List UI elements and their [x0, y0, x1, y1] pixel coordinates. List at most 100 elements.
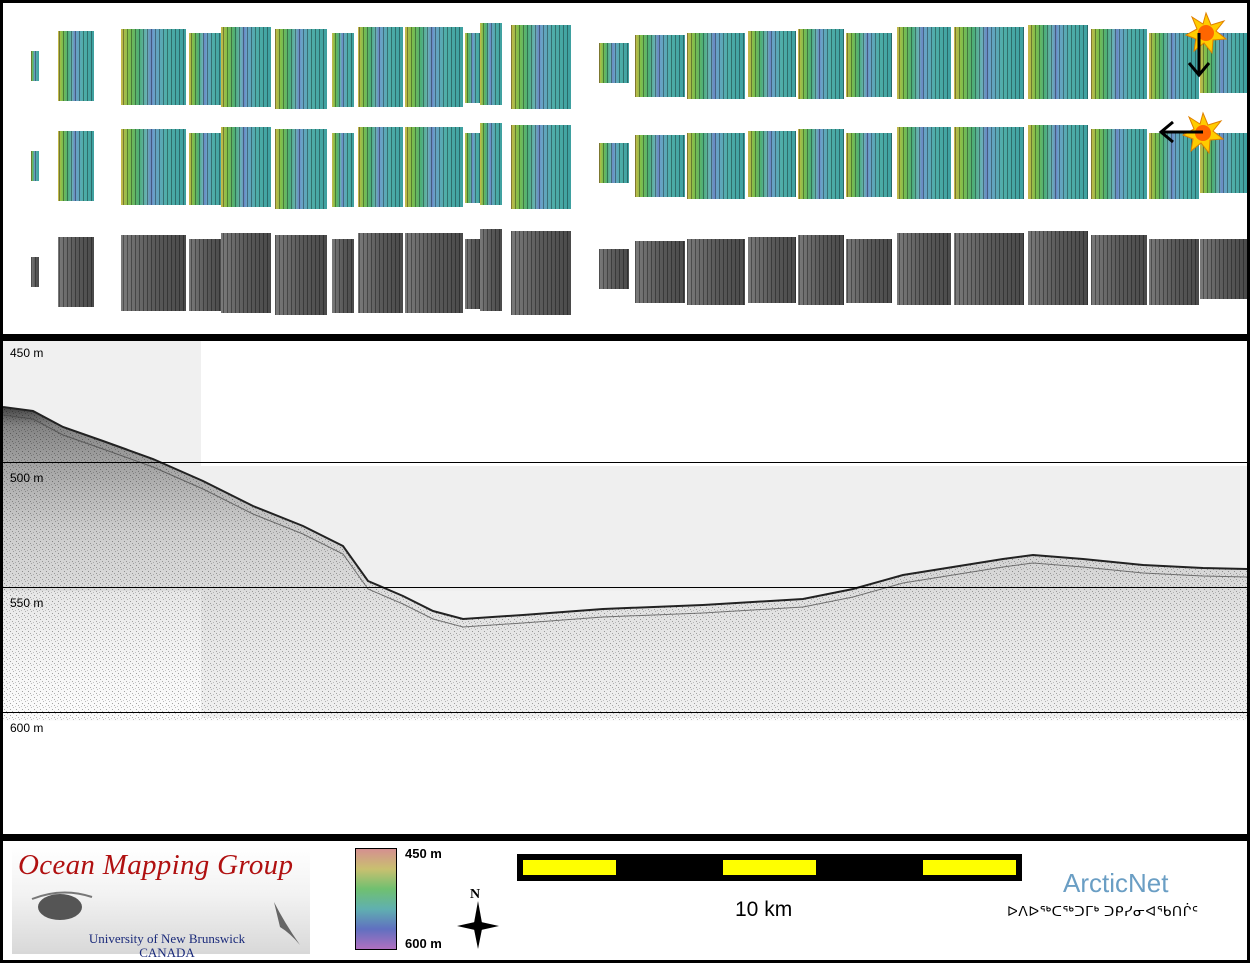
- swath-texture: [511, 125, 571, 209]
- swath-texture: [275, 29, 327, 109]
- swath-texture: [635, 35, 685, 97]
- swath-texture: [1200, 239, 1247, 299]
- swath-texture: [846, 133, 892, 197]
- colorbar-top-label: 450 m: [405, 846, 442, 861]
- mosaic-panel: [3, 3, 1247, 334]
- depth-gridline: [3, 462, 1247, 463]
- swath-texture: [465, 133, 481, 203]
- swath-texture: [58, 131, 94, 201]
- swath-texture: [121, 235, 186, 311]
- omg-title: Ocean Mapping Group: [18, 849, 294, 881]
- scale-bar-segment: [723, 860, 816, 875]
- swath-texture: [687, 239, 745, 305]
- arcticnet-logo-title: ArcticNet: [1063, 868, 1169, 898]
- swath-texture: [846, 33, 892, 97]
- swath-texture: [480, 23, 502, 105]
- north-label: N: [470, 887, 481, 902]
- colorbar-bottom-label: 600 m: [405, 936, 442, 951]
- swath-texture: [897, 127, 951, 199]
- swath-texture: [748, 237, 796, 303]
- swath-texture: [221, 233, 271, 313]
- mosaic-row-vertical-illumination: [31, 23, 1247, 109]
- swath-texture: [599, 43, 629, 83]
- swath-texture: [1091, 235, 1147, 305]
- swath-texture: [358, 233, 403, 313]
- swath-texture: [748, 31, 796, 97]
- swath-texture: [31, 257, 39, 287]
- depth-label-450: 450 m: [10, 346, 44, 360]
- swath-texture: [1028, 25, 1088, 99]
- swath-texture: [599, 249, 629, 289]
- swath-texture: [954, 233, 1024, 305]
- swath-texture: [846, 239, 892, 303]
- swath-texture: [1091, 29, 1147, 99]
- swath-texture: [687, 33, 745, 99]
- swath-texture: [275, 235, 327, 315]
- swath-texture: [58, 237, 94, 307]
- legend-footer: Ocean Mapping Group University of New Br…: [3, 841, 1247, 960]
- swath-texture: [635, 135, 685, 197]
- down-arrow-icon: [1187, 33, 1211, 78]
- swath-texture: [480, 123, 502, 205]
- swath-texture: [332, 133, 354, 207]
- swath-texture: [405, 233, 463, 313]
- swath-texture: [332, 239, 354, 313]
- swath-texture: [511, 231, 571, 315]
- swath-texture: [189, 239, 223, 311]
- swath-texture: [332, 33, 354, 107]
- scale-label: 10 km: [735, 898, 793, 921]
- left-arrow-icon: [1158, 120, 1203, 144]
- swath-texture: [480, 229, 502, 311]
- swath-texture: [954, 27, 1024, 99]
- mosaic-row-backscatter: [31, 229, 1247, 315]
- swath-texture: [58, 31, 94, 101]
- swath-texture: [1091, 129, 1147, 199]
- swath-texture: [358, 27, 403, 107]
- depth-gridline: [3, 712, 1247, 713]
- swath-texture: [798, 235, 844, 305]
- swath-texture: [31, 51, 39, 81]
- depth-gridline: [3, 587, 1247, 588]
- swath-texture: [1149, 239, 1199, 305]
- seismic-profile-panel: 450 m 500 m 550 m 600 m: [3, 341, 1247, 834]
- swath-texture: [897, 27, 951, 99]
- swath-texture: [798, 129, 844, 199]
- swath-texture: [189, 133, 223, 205]
- swath-texture: [954, 127, 1024, 199]
- mosaic-strips: [31, 11, 1247, 315]
- swath-texture: [275, 129, 327, 209]
- mosaic-row-horizontal-illumination: [31, 123, 1247, 209]
- swath-texture: [465, 33, 481, 103]
- swath-texture: [1149, 133, 1199, 199]
- seismic-profile: [3, 341, 1247, 721]
- swath-texture: [189, 33, 223, 105]
- omg-logo-art: [31, 891, 300, 945]
- swath-texture: [897, 233, 951, 305]
- swath-texture: [121, 29, 186, 105]
- ocean-mapping-group-logo: Ocean Mapping Group University of New Br…: [12, 847, 310, 960]
- swath-texture: [31, 151, 39, 181]
- swath-texture: [221, 127, 271, 207]
- swath-texture: [405, 27, 463, 107]
- swath-texture: [635, 241, 685, 303]
- arcticnet-logo-subtitle: ᐅᐱᐅᖅᑕᖅᑐᒥᒃ ᑐᑭᓯᓂᐊᖃᑎᒌᑦ: [1007, 903, 1199, 919]
- swath-texture: [1028, 125, 1088, 199]
- swath-texture: [748, 131, 796, 197]
- depth-label-550: 550 m: [10, 596, 44, 610]
- swath-texture: [465, 239, 481, 309]
- swath-texture: [798, 29, 844, 99]
- scale-bar-segment: [523, 860, 616, 875]
- depth-label-600: 600 m: [10, 721, 44, 735]
- swath-texture: [599, 143, 629, 183]
- omg-country: CANADA: [139, 945, 195, 960]
- north-arrow-icon: [457, 901, 499, 949]
- swath-texture: [687, 133, 745, 199]
- depth-label-500: 500 m: [10, 471, 44, 485]
- depth-colorbar: [355, 848, 397, 950]
- swath-texture: [358, 127, 403, 207]
- swath-texture: [221, 27, 271, 107]
- swath-texture: [511, 25, 571, 109]
- sun-icon: [1184, 11, 1228, 55]
- swath-texture: [121, 129, 186, 205]
- swath-texture: [1028, 231, 1088, 305]
